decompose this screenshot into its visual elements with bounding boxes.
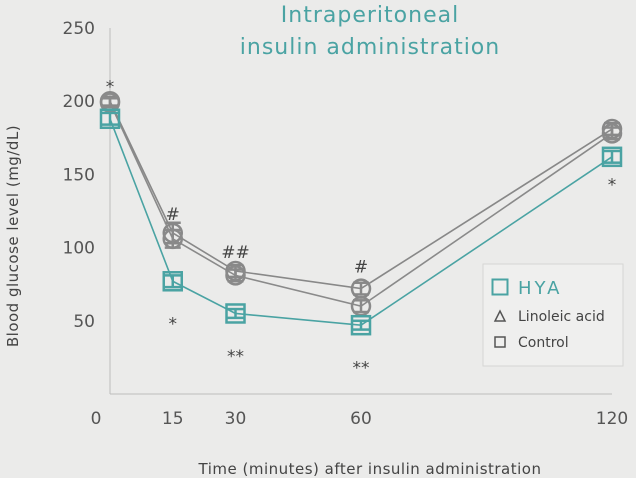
y-tick-label: 100 [63, 239, 95, 259]
series-linoleic-acid [99, 92, 623, 317]
legend-symbol-square [494, 336, 506, 348]
x-axis-label: Time (minutes) after insulin administrat… [198, 460, 542, 478]
legend-label: HYA [518, 278, 562, 299]
x-tick-label: 120 [596, 409, 628, 429]
x-tick-label: 30 [225, 409, 247, 429]
significance-marker: ** [227, 347, 244, 367]
x-tick-label: 60 [350, 409, 372, 429]
y-tick-label: 50 [73, 312, 95, 332]
data-point [162, 271, 183, 292]
data-point [601, 146, 623, 168]
data-point [601, 123, 623, 144]
significance-marker: # [166, 205, 180, 225]
x-tick-label: 15 [162, 409, 184, 429]
y-tick-label: 150 [63, 165, 95, 185]
significance-marker: # [354, 258, 368, 278]
legend: HYA Linoleic acid Control [482, 263, 624, 367]
y-axis-label: Blood glucose level (mg/dL) [4, 125, 22, 347]
legend-symbol-square [491, 278, 509, 296]
significance-marker: ## [221, 243, 250, 263]
y-tick-label: 200 [63, 92, 95, 112]
significance-marker: * [106, 78, 115, 98]
y-tick-label: 250 [63, 19, 95, 39]
series-hya [99, 108, 623, 336]
x-tick-label: 0 [91, 409, 102, 429]
chart-title-line-2: insulin administration [240, 35, 500, 60]
significance-marker: * [169, 315, 178, 335]
data-point [162, 228, 183, 250]
significance-marker: * [608, 176, 617, 196]
data-point [225, 303, 246, 324]
legend-symbol-triangle [493, 309, 507, 322]
data-point [350, 314, 372, 336]
legend-label: Linoleic acid [518, 309, 605, 325]
legend-label: Control [518, 335, 569, 351]
data-point [99, 108, 121, 130]
legend-box [482, 263, 624, 367]
chart-title-line-1: Intraperitoneal [281, 3, 459, 28]
data-point [225, 265, 246, 286]
significance-marker: ** [353, 359, 370, 379]
